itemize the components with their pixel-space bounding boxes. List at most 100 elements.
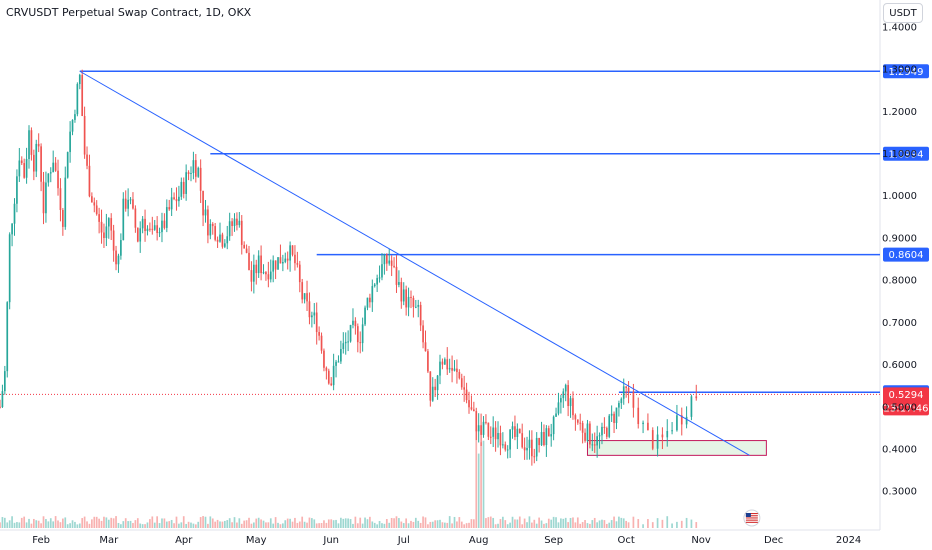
candle-body bbox=[57, 170, 59, 189]
flag-stripe bbox=[745, 517, 758, 519]
candle-body bbox=[243, 244, 246, 249]
volume-bar bbox=[463, 524, 466, 528]
volume-bar bbox=[680, 520, 683, 528]
support-zone[interactable] bbox=[586, 440, 767, 456]
candle-body bbox=[463, 387, 466, 390]
volume-bar bbox=[45, 519, 47, 528]
candle-body bbox=[165, 207, 168, 228]
volume-bar bbox=[112, 518, 115, 528]
trend-line-segment bbox=[79, 70, 750, 456]
candle-body bbox=[422, 325, 424, 343]
candle-body bbox=[470, 407, 473, 410]
candle-body bbox=[228, 221, 231, 237]
volume-bar bbox=[180, 522, 183, 528]
volume-bar bbox=[359, 517, 362, 528]
us-flag-icon[interactable] bbox=[743, 509, 761, 527]
candle-body bbox=[666, 431, 669, 438]
volume-bar bbox=[695, 522, 698, 528]
candle-body bbox=[562, 391, 565, 399]
volume-bar bbox=[49, 518, 52, 528]
candle-body bbox=[523, 447, 526, 451]
time-axis[interactable]: Feb Mar Apr May Jun Jul Aug Sep Oct Nov Dec 2024 bbox=[32, 535, 861, 546]
currency-button[interactable]: USDT bbox=[883, 3, 923, 23]
trend-line[interactable] bbox=[79, 70, 750, 456]
price-tick-label: 1.4000 bbox=[882, 22, 917, 33]
volume-bar bbox=[122, 521, 125, 528]
volume-bar bbox=[381, 523, 383, 528]
volume-bar bbox=[320, 523, 323, 528]
volume-bar bbox=[153, 522, 156, 528]
candle-body bbox=[453, 368, 456, 371]
volume-bar bbox=[564, 517, 567, 528]
candle-body bbox=[250, 270, 253, 282]
volume-bar bbox=[470, 519, 473, 528]
candle-body bbox=[533, 456, 536, 458]
candle-body bbox=[603, 426, 606, 428]
candle-body bbox=[127, 199, 129, 209]
volume-bar bbox=[216, 519, 219, 528]
candle-body bbox=[485, 421, 487, 423]
volume-bar bbox=[620, 517, 623, 528]
candle-body bbox=[59, 188, 62, 210]
candle-body bbox=[456, 368, 458, 373]
volume-bar bbox=[323, 520, 325, 528]
candle-body bbox=[511, 426, 514, 430]
volume-bar bbox=[54, 516, 57, 528]
candle-body bbox=[112, 230, 115, 251]
volume-bar bbox=[545, 523, 548, 528]
candle-body bbox=[555, 413, 557, 417]
candle-body bbox=[371, 286, 374, 303]
price-axis[interactable]: 1.4000 1.3000 1.2000 1.1000 1.0000 0.9000 0.80… bbox=[882, 22, 917, 497]
volume-bar bbox=[555, 517, 557, 528]
candle-body bbox=[642, 422, 644, 425]
candle-body bbox=[91, 196, 93, 203]
volume-bar bbox=[458, 517, 461, 528]
volume-bar bbox=[352, 523, 354, 528]
candle-body bbox=[581, 423, 584, 433]
candle-body bbox=[557, 402, 560, 414]
volume-bar bbox=[651, 522, 654, 528]
volume-bar bbox=[64, 517, 67, 528]
candle-body bbox=[446, 359, 449, 370]
volume-bar bbox=[59, 522, 62, 528]
candle-body bbox=[497, 432, 499, 440]
volume-bar bbox=[13, 522, 16, 528]
volume-bar bbox=[504, 520, 507, 528]
candle-body bbox=[272, 260, 275, 272]
volume-bar bbox=[521, 524, 524, 528]
volume-bar bbox=[497, 523, 499, 528]
candle-body bbox=[18, 160, 21, 177]
volume-bar bbox=[405, 518, 407, 528]
candle-body bbox=[381, 264, 383, 278]
candle-body bbox=[136, 227, 139, 242]
candle-body bbox=[192, 160, 195, 174]
volume-bar bbox=[173, 523, 175, 528]
candle-body bbox=[618, 403, 620, 408]
candle-body bbox=[129, 199, 132, 201]
volume-bar bbox=[144, 524, 146, 528]
candle-body bbox=[3, 371, 6, 392]
candle-body bbox=[187, 172, 190, 175]
level-tag bbox=[883, 146, 929, 161]
volume-bar bbox=[127, 521, 129, 528]
volume-bar bbox=[233, 517, 236, 528]
volume-bar bbox=[98, 518, 100, 528]
candle-body bbox=[81, 74, 84, 116]
candle-body bbox=[306, 293, 308, 302]
candle-body bbox=[593, 444, 596, 446]
volume-bar bbox=[434, 520, 437, 528]
candle-body bbox=[586, 423, 589, 441]
candle-body bbox=[615, 407, 618, 424]
candle-body bbox=[221, 234, 224, 247]
candle-body bbox=[596, 436, 598, 446]
volume-bar bbox=[103, 516, 105, 528]
flag-stripe bbox=[745, 513, 758, 515]
candle-body bbox=[284, 258, 287, 263]
time-tick-label: Dec bbox=[764, 535, 783, 546]
volume-bar bbox=[390, 517, 393, 528]
volume-bar bbox=[482, 440, 485, 528]
candle-body bbox=[122, 198, 125, 241]
candle-body bbox=[100, 221, 103, 233]
